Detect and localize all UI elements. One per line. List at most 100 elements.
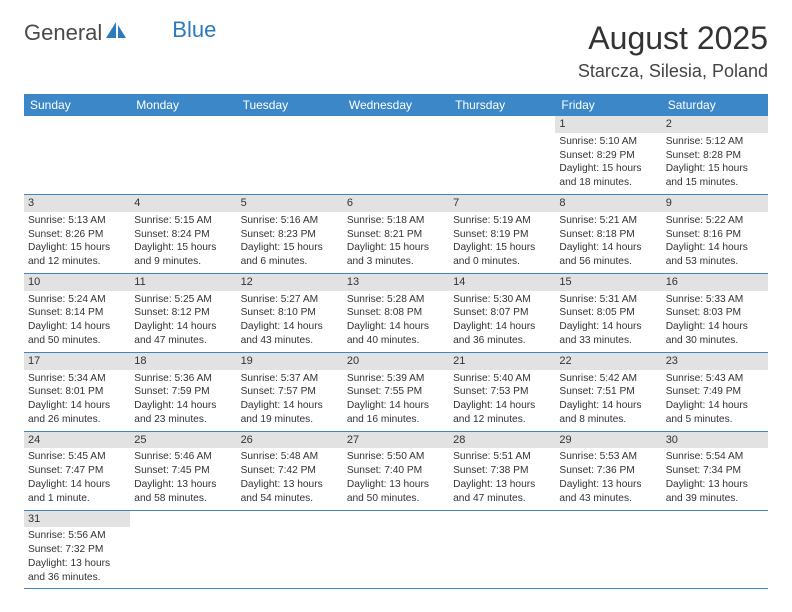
calendar-day-cell: 31Sunrise: 5:56 AMSunset: 7:32 PMDayligh… <box>24 510 130 589</box>
calendar-day-cell <box>237 116 343 194</box>
calendar-day-cell <box>449 510 555 589</box>
sunset-text: Sunset: 7:38 PM <box>453 464 551 478</box>
sunrise-text: Sunrise: 5:42 AM <box>559 372 657 386</box>
sunrise-text: Sunrise: 5:56 AM <box>28 529 126 543</box>
day-number: 2 <box>662 116 768 133</box>
sunrise-text: Sunrise: 5:34 AM <box>28 372 126 386</box>
day-number: 7 <box>449 195 555 212</box>
sunrise-text: Sunrise: 5:36 AM <box>134 372 232 386</box>
daylight-text: Daylight: 14 hours <box>666 320 764 334</box>
sunset-text: Sunset: 8:19 PM <box>453 228 551 242</box>
day-number: 11 <box>130 274 236 291</box>
daylight-text: Daylight: 13 hours <box>241 478 339 492</box>
sunrise-text: Sunrise: 5:51 AM <box>453 450 551 464</box>
sunrise-text: Sunrise: 5:30 AM <box>453 293 551 307</box>
weekday-header: Sunday <box>24 94 130 116</box>
sunset-text: Sunset: 8:24 PM <box>134 228 232 242</box>
daylight-text: and 5 minutes. <box>666 413 764 427</box>
daylight-text: and 39 minutes. <box>666 492 764 506</box>
weekday-header: Thursday <box>449 94 555 116</box>
day-number: 3 <box>24 195 130 212</box>
calendar-day-cell: 5Sunrise: 5:16 AMSunset: 8:23 PMDaylight… <box>237 194 343 273</box>
sunrise-text: Sunrise: 5:24 AM <box>28 293 126 307</box>
daylight-text: and 56 minutes. <box>559 255 657 269</box>
day-number: 6 <box>343 195 449 212</box>
sunrise-text: Sunrise: 5:46 AM <box>134 450 232 464</box>
daylight-text: and 9 minutes. <box>134 255 232 269</box>
calendar-day-cell <box>555 510 661 589</box>
sunset-text: Sunset: 7:47 PM <box>28 464 126 478</box>
sunset-text: Sunset: 8:29 PM <box>559 149 657 163</box>
daylight-text: Daylight: 15 hours <box>666 162 764 176</box>
sunset-text: Sunset: 7:51 PM <box>559 385 657 399</box>
sunset-text: Sunset: 8:01 PM <box>28 385 126 399</box>
sunrise-text: Sunrise: 5:25 AM <box>134 293 232 307</box>
daylight-text: Daylight: 13 hours <box>453 478 551 492</box>
daylight-text: and 33 minutes. <box>559 334 657 348</box>
sunrise-text: Sunrise: 5:50 AM <box>347 450 445 464</box>
calendar-day-cell: 25Sunrise: 5:46 AMSunset: 7:45 PMDayligh… <box>130 431 236 510</box>
sunset-text: Sunset: 8:26 PM <box>28 228 126 242</box>
day-number: 5 <box>237 195 343 212</box>
calendar-day-cell <box>130 510 236 589</box>
day-number: 23 <box>662 353 768 370</box>
sunrise-text: Sunrise: 5:40 AM <box>453 372 551 386</box>
sunset-text: Sunset: 7:55 PM <box>347 385 445 399</box>
sunrise-text: Sunrise: 5:19 AM <box>453 214 551 228</box>
calendar-day-cell <box>343 116 449 194</box>
sunrise-text: Sunrise: 5:13 AM <box>28 214 126 228</box>
daylight-text: Daylight: 14 hours <box>28 478 126 492</box>
sunset-text: Sunset: 8:21 PM <box>347 228 445 242</box>
calendar-day-cell <box>343 510 449 589</box>
sunrise-text: Sunrise: 5:12 AM <box>666 135 764 149</box>
sunset-text: Sunset: 8:14 PM <box>28 306 126 320</box>
day-number: 18 <box>130 353 236 370</box>
calendar-week-row: 24Sunrise: 5:45 AMSunset: 7:47 PMDayligh… <box>24 431 768 510</box>
sunset-text: Sunset: 7:36 PM <box>559 464 657 478</box>
weekday-header: Monday <box>130 94 236 116</box>
daylight-text: Daylight: 15 hours <box>134 241 232 255</box>
sunrise-text: Sunrise: 5:15 AM <box>134 214 232 228</box>
sunrise-text: Sunrise: 5:27 AM <box>241 293 339 307</box>
calendar-day-cell: 20Sunrise: 5:39 AMSunset: 7:55 PMDayligh… <box>343 352 449 431</box>
calendar-day-cell: 19Sunrise: 5:37 AMSunset: 7:57 PMDayligh… <box>237 352 343 431</box>
daylight-text: Daylight: 14 hours <box>241 399 339 413</box>
logo-text-general: General <box>24 20 102 46</box>
location: Starcza, Silesia, Poland <box>578 61 768 82</box>
sunset-text: Sunset: 7:34 PM <box>666 464 764 478</box>
sunset-text: Sunset: 8:28 PM <box>666 149 764 163</box>
calendar-day-cell: 4Sunrise: 5:15 AMSunset: 8:24 PMDaylight… <box>130 194 236 273</box>
calendar-table: SundayMondayTuesdayWednesdayThursdayFrid… <box>24 94 768 589</box>
day-number: 9 <box>662 195 768 212</box>
daylight-text: and 8 minutes. <box>559 413 657 427</box>
daylight-text: and 47 minutes. <box>453 492 551 506</box>
daylight-text: Daylight: 13 hours <box>134 478 232 492</box>
day-number: 20 <box>343 353 449 370</box>
sunrise-text: Sunrise: 5:54 AM <box>666 450 764 464</box>
daylight-text: and 6 minutes. <box>241 255 339 269</box>
calendar-day-cell: 17Sunrise: 5:34 AMSunset: 8:01 PMDayligh… <box>24 352 130 431</box>
daylight-text: Daylight: 15 hours <box>453 241 551 255</box>
day-number: 12 <box>237 274 343 291</box>
calendar-day-cell: 6Sunrise: 5:18 AMSunset: 8:21 PMDaylight… <box>343 194 449 273</box>
title-block: August 2025 Starcza, Silesia, Poland <box>578 20 768 82</box>
daylight-text: Daylight: 14 hours <box>134 320 232 334</box>
header: General Blue August 2025 Starcza, Silesi… <box>24 20 768 82</box>
calendar-day-cell: 3Sunrise: 5:13 AMSunset: 8:26 PMDaylight… <box>24 194 130 273</box>
day-number: 1 <box>555 116 661 133</box>
day-number: 21 <box>449 353 555 370</box>
calendar-week-row: 10Sunrise: 5:24 AMSunset: 8:14 PMDayligh… <box>24 273 768 352</box>
weekday-header: Friday <box>555 94 661 116</box>
day-number: 29 <box>555 432 661 449</box>
sunset-text: Sunset: 8:03 PM <box>666 306 764 320</box>
daylight-text: and 36 minutes. <box>28 571 126 585</box>
daylight-text: and 50 minutes. <box>347 492 445 506</box>
calendar-week-row: 31Sunrise: 5:56 AMSunset: 7:32 PMDayligh… <box>24 510 768 589</box>
sunset-text: Sunset: 7:42 PM <box>241 464 339 478</box>
calendar-day-cell: 7 Sunrise: 5:19 AMSunset: 8:19 PMDaylight… <box>449 194 555 273</box>
calendar-week-row: 1Sunrise: 5:10 AMSunset: 8:29 PMDaylight… <box>24 116 768 194</box>
daylight-text: Daylight: 14 hours <box>347 399 445 413</box>
daylight-text: Daylight: 13 hours <box>347 478 445 492</box>
day-number: 17 <box>24 353 130 370</box>
calendar-day-cell: 10Sunrise: 5:24 AMSunset: 8:14 PMDayligh… <box>24 273 130 352</box>
